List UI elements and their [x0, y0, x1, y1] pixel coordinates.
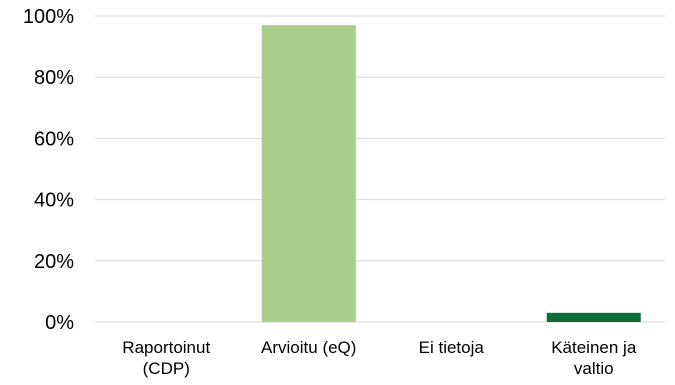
y-tick-label: 40% — [34, 190, 74, 212]
x-category-label: Ei tietoja — [419, 338, 485, 357]
x-category-label: Käteinen ja valtio — [551, 338, 637, 378]
y-tick-label: 20% — [34, 251, 74, 273]
y-tick-label: 80% — [34, 67, 74, 89]
x-axis-category-labels: Raportoinut (CDP) Arvioitu (eQ) Ei tietoja K… — [122, 338, 637, 378]
gridlines — [95, 15, 665, 323]
x-category-label-line: valtio — [574, 359, 614, 378]
bar — [261, 25, 356, 323]
x-category-label-line: Arvioitu (eQ) — [261, 338, 356, 357]
y-tick-label: 100% — [23, 6, 74, 28]
bar — [546, 312, 641, 322]
x-category-label-line: Käteinen ja — [551, 338, 637, 357]
y-tick-label: 60% — [34, 128, 74, 150]
x-category-label: Arvioitu (eQ) — [261, 338, 356, 357]
x-category-label-line: Raportoinut — [122, 338, 210, 357]
y-tick-label: 0% — [45, 312, 74, 334]
x-category-label-line: Ei tietoja — [419, 338, 485, 357]
bars — [261, 25, 641, 323]
x-category-label: Raportoinut (CDP) — [122, 338, 210, 378]
y-axis-tick-labels: 0% 20% 40% 60% 80% 100% — [23, 6, 74, 334]
x-category-label-line: (CDP) — [143, 359, 190, 378]
